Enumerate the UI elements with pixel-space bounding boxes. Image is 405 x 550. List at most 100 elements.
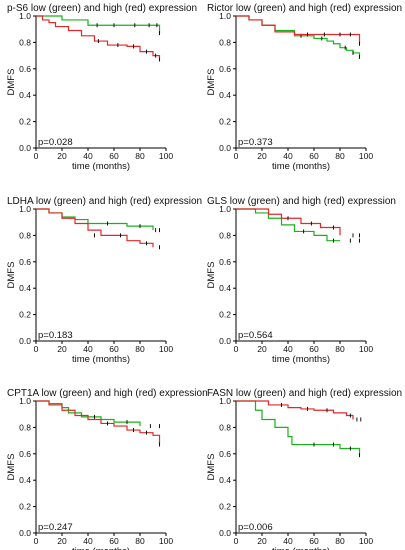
x-tick-label: 20 (57, 344, 67, 354)
low-expression-curve (36, 15, 161, 34)
km-panel-5: CPT1A low (green) and high (red) express… (6, 388, 208, 550)
y-tick-label: 0.0 (219, 143, 231, 153)
x-tick-label: 20 (257, 151, 267, 161)
y-axis-label: DMFS (6, 454, 17, 481)
x-tick-label: 40 (83, 344, 93, 354)
x-tick-label: 20 (257, 536, 267, 546)
x-tick-label: 80 (335, 536, 345, 546)
y-axis-label: DMFS (6, 69, 17, 96)
y-tick-label: 0.4 (19, 283, 31, 293)
x-tick-label: 80 (335, 344, 345, 354)
y-tick-label: 0.0 (219, 528, 231, 538)
x-tick-label: 100 (359, 536, 373, 546)
y-tick-label: 0.6 (219, 257, 231, 267)
x-tick-label: 40 (283, 344, 293, 354)
y-tick-label: 0.2 (19, 117, 31, 127)
km-panel-4: GLS low (green) and high (red) expressio… (206, 196, 396, 365)
panel-title: Rictor low (green) and high (red) expres… (207, 3, 402, 14)
y-tick-label: 0.8 (219, 422, 231, 432)
x-tick-label: 20 (57, 151, 67, 161)
p-value-annotation: p=0.183 (38, 330, 73, 341)
x-axis-label: time (months) (72, 354, 130, 365)
p-value-annotation: p=0.373 (238, 137, 273, 148)
low-expression-curve (236, 15, 361, 57)
x-tick-label: 40 (83, 151, 93, 161)
x-tick-label: 60 (109, 536, 119, 546)
panel-title: FASN low (green) and high (red) expressi… (207, 388, 402, 399)
y-tick-label: 0.6 (19, 449, 31, 459)
km-panel-3: LDHA low (green) and high (red) expressi… (6, 196, 202, 365)
x-tick-label: 0 (234, 536, 239, 546)
x-tick-label: 40 (83, 536, 93, 546)
low-expression-curve (236, 208, 340, 242)
y-axis-label: DMFS (206, 262, 217, 289)
y-tick-label: 0.4 (19, 90, 31, 100)
y-tick-label: 0.0 (19, 528, 31, 538)
km-panel-1: p-S6 low (green) and high (red) expressi… (6, 3, 197, 172)
panel-title: LDHA low (green) and high (red) expressi… (7, 196, 202, 207)
y-tick-label: 0.2 (219, 117, 231, 127)
y-tick-label: 1.0 (19, 11, 31, 21)
y-tick-label: 0.0 (19, 143, 31, 153)
y-tick-label: 0.6 (19, 257, 31, 267)
y-tick-label: 0.6 (219, 449, 231, 459)
x-tick-label: 0 (34, 536, 39, 546)
x-tick-label: 0 (234, 151, 239, 161)
low-expression-curve (36, 400, 141, 427)
x-tick-label: 100 (159, 151, 173, 161)
y-tick-label: 0.4 (219, 283, 231, 293)
y-tick-label: 1.0 (219, 204, 231, 214)
x-axis-label: time (months) (272, 546, 330, 550)
y-tick-label: 1.0 (19, 204, 31, 214)
high-expression-curve (36, 15, 161, 60)
x-axis-label: time (months) (272, 354, 330, 365)
x-tick-label: 60 (109, 151, 119, 161)
x-tick-label: 80 (135, 536, 145, 546)
axis-frame (35, 209, 166, 342)
y-tick-label: 0.2 (19, 310, 31, 320)
y-tick-label: 0.8 (19, 422, 31, 432)
x-tick-label: 100 (159, 344, 173, 354)
y-tick-label: 1.0 (19, 396, 31, 406)
y-tick-label: 0.8 (219, 230, 231, 240)
y-axis-label: DMFS (6, 262, 17, 289)
y-tick-label: 0.8 (219, 37, 231, 47)
x-tick-label: 100 (359, 344, 373, 354)
panel-title: GLS low (green) and high (red) expressio… (207, 196, 396, 207)
y-axis-label: DMFS (206, 69, 217, 96)
y-tick-label: 1.0 (219, 396, 231, 406)
p-value-annotation: p=0.028 (38, 137, 73, 148)
high-expression-curve (236, 208, 341, 236)
panel-title: CPT1A low (green) and high (red) express… (7, 388, 208, 399)
x-tick-label: 100 (359, 151, 373, 161)
x-tick-label: 0 (34, 344, 39, 354)
x-tick-label: 60 (309, 151, 319, 161)
high-expression-curve (36, 208, 154, 248)
x-tick-label: 20 (57, 536, 67, 546)
y-tick-label: 0.0 (219, 336, 231, 346)
x-axis-label: time (months) (72, 546, 130, 550)
p-value-annotation: p=0.564 (238, 330, 273, 341)
km-panel-2: Rictor low (green) and high (red) expres… (206, 3, 402, 172)
x-tick-label: 0 (234, 344, 239, 354)
x-axis-label: time (months) (272, 161, 330, 172)
axis-frame (35, 16, 166, 149)
km-panel-6: FASN low (green) and high (red) expressi… (206, 388, 402, 550)
high-expression-curve (36, 400, 161, 445)
p-value-annotation: p=0.247 (38, 522, 73, 533)
x-tick-label: 40 (283, 536, 293, 546)
x-tick-label: 0 (34, 151, 39, 161)
y-tick-label: 0.0 (19, 336, 31, 346)
low-expression-curve (36, 208, 154, 231)
x-tick-label: 60 (309, 344, 319, 354)
high-expression-curve (236, 15, 361, 44)
x-tick-label: 20 (257, 344, 267, 354)
x-tick-label: 80 (335, 151, 345, 161)
x-tick-label: 60 (109, 344, 119, 354)
x-tick-label: 100 (159, 536, 173, 546)
x-tick-label: 80 (135, 151, 145, 161)
y-tick-label: 0.2 (19, 502, 31, 512)
high-expression-curve (236, 400, 354, 420)
y-tick-label: 1.0 (219, 11, 231, 21)
